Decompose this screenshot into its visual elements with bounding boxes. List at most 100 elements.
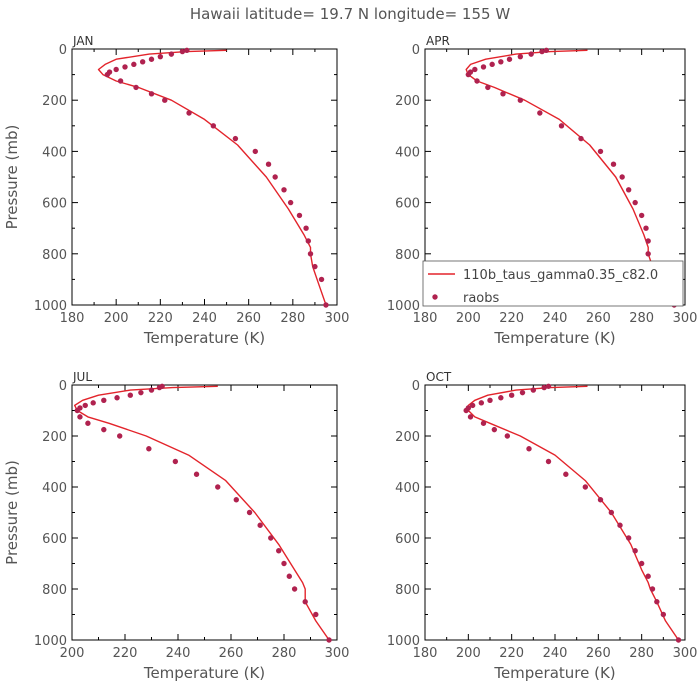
y-tick-label: 0 xyxy=(59,43,67,58)
raobs-point xyxy=(318,276,325,283)
raobs-point xyxy=(114,395,120,401)
panel-label: OCT xyxy=(426,370,452,384)
y-tick-label: 800 xyxy=(395,248,420,263)
raobs-point xyxy=(272,174,278,180)
raobs-point xyxy=(186,110,192,116)
raobs-point xyxy=(157,53,164,60)
x-tick-label: 280 xyxy=(629,311,654,326)
raobs-point xyxy=(489,61,495,68)
x-tick-label: 280 xyxy=(280,311,305,326)
y-tick-label: 200 xyxy=(42,430,67,445)
x-axis-label: Temperature (K) xyxy=(493,664,615,682)
x-tick-label: 260 xyxy=(219,646,244,661)
raobs-point xyxy=(506,56,513,62)
raobs-point xyxy=(487,397,493,403)
x-tick-label: 260 xyxy=(586,311,611,326)
x-tick-label: 180 xyxy=(413,646,438,661)
y-tick-label: 800 xyxy=(42,583,67,598)
raobs-point xyxy=(517,97,524,103)
raobs-point xyxy=(139,59,146,65)
raobs-point xyxy=(465,71,472,78)
raobs-point xyxy=(463,407,469,414)
raobs-point xyxy=(500,91,506,97)
raobs-point xyxy=(578,135,584,142)
raobs-point xyxy=(545,383,552,389)
raobs-point xyxy=(101,426,107,433)
raobs-point xyxy=(654,599,660,605)
raobs-point xyxy=(303,225,309,231)
raobs-point xyxy=(519,389,526,396)
y-tick-label: 1000 xyxy=(34,634,67,649)
model-line xyxy=(97,49,327,306)
y-tick-label: 600 xyxy=(42,197,67,212)
x-tick-label: 220 xyxy=(499,646,524,661)
raobs-point xyxy=(539,48,545,55)
raobs-point xyxy=(131,61,137,68)
raobs-point xyxy=(504,433,511,439)
y-tick-label: 200 xyxy=(395,94,420,109)
y-tick-label: 1000 xyxy=(34,299,67,314)
raobs-point xyxy=(302,599,308,605)
raobs-point xyxy=(133,84,139,91)
raobs-point xyxy=(138,389,144,396)
raobs-point xyxy=(638,560,645,567)
raobs-point xyxy=(127,392,133,398)
y-tick-label: 400 xyxy=(42,145,67,160)
x-tick-label: 240 xyxy=(192,311,217,326)
y-tick-label: 200 xyxy=(42,94,67,109)
y-tick-label: 1000 xyxy=(387,634,420,649)
raobs-point xyxy=(660,611,667,618)
x-tick-label: 220 xyxy=(148,311,173,326)
raobs-point xyxy=(281,560,287,567)
x-tick-label: 220 xyxy=(113,646,138,661)
raobs-point xyxy=(162,97,168,103)
raobs-point xyxy=(474,78,480,84)
raobs-point xyxy=(281,187,287,193)
raobs-point xyxy=(313,611,319,618)
raobs-point xyxy=(645,238,651,244)
model-line xyxy=(73,385,330,641)
raobs-point xyxy=(517,53,524,60)
legend-marker-swatch xyxy=(432,294,438,300)
raobs-point xyxy=(307,251,314,257)
raobs-point xyxy=(545,458,552,465)
y-tick-label: 0 xyxy=(412,379,420,394)
raobs-point xyxy=(643,225,649,231)
panel-jan: 180 200 220 240 260 280 300 0 200 400 600 800 1000 JA… xyxy=(3,34,349,347)
raobs-point xyxy=(296,212,303,219)
raobs-point xyxy=(632,199,638,206)
raobs-point xyxy=(467,414,474,420)
raobs-point xyxy=(184,47,190,53)
raobs-point xyxy=(638,212,645,219)
raobs-point xyxy=(478,400,485,406)
plot-frame xyxy=(71,48,338,306)
raobs-point xyxy=(675,637,682,643)
raobs-point xyxy=(268,535,274,541)
y-tick-label: 0 xyxy=(59,379,67,394)
raobs-point xyxy=(541,384,547,391)
y-tick-label: 200 xyxy=(395,430,420,445)
raobs-point xyxy=(82,402,88,409)
raobs-point xyxy=(625,535,632,541)
y-tick-label: 400 xyxy=(42,481,67,496)
raobs-point xyxy=(312,263,318,270)
raobs-point xyxy=(326,637,332,643)
raobs-point xyxy=(625,187,632,193)
x-tick-label: 300 xyxy=(673,646,698,661)
raobs-point xyxy=(148,56,155,62)
panel-oct: 180 200 220 240 260 280 300 0 200 400 600 800 1000 OC… xyxy=(387,370,698,682)
x-tick-label: 260 xyxy=(236,311,261,326)
x-tick-label: 200 xyxy=(60,646,85,661)
x-tick-label: 180 xyxy=(60,311,85,326)
y-axis-label: Pressure (mb) xyxy=(3,125,21,230)
y-tick-label: 400 xyxy=(395,145,420,160)
y-tick-label: 1000 xyxy=(387,299,420,314)
legend-label: raobs xyxy=(463,291,500,306)
raobs-point xyxy=(287,199,294,206)
raobs-point xyxy=(597,497,604,503)
raobs-point xyxy=(74,407,81,414)
raobs-point xyxy=(232,135,239,142)
raobs-point xyxy=(537,110,543,116)
raobs-point xyxy=(146,446,152,452)
